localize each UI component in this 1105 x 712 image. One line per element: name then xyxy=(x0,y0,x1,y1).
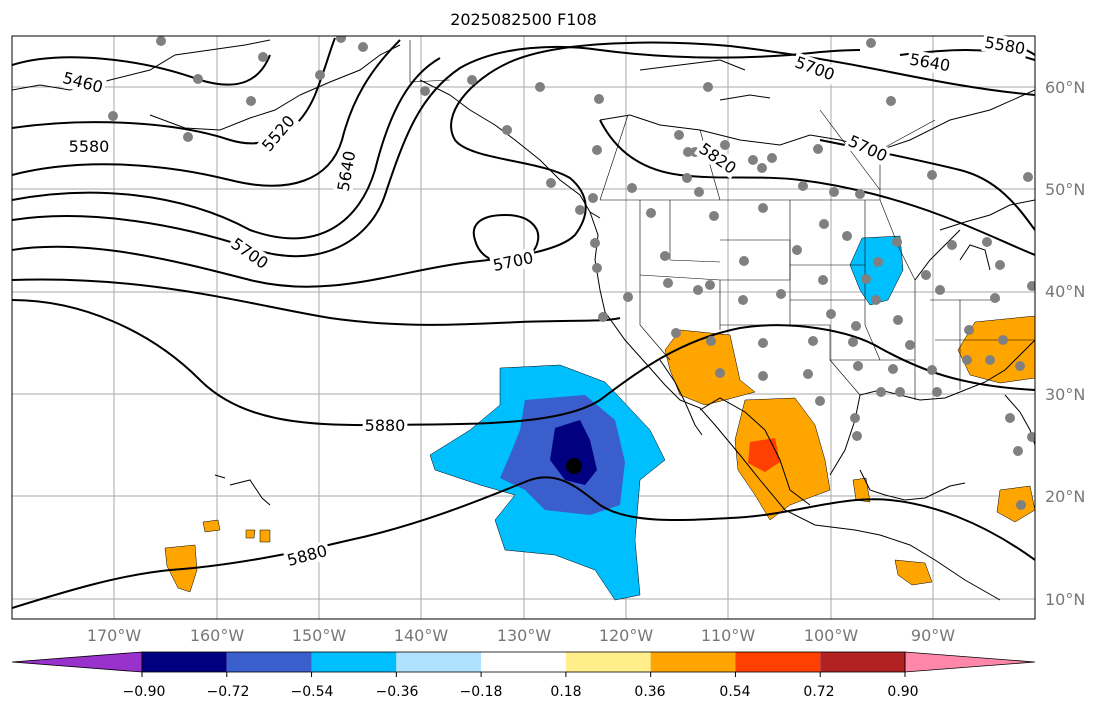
station-dots xyxy=(108,36,1035,510)
height-contours xyxy=(12,37,1035,609)
contour-label-halo xyxy=(225,232,274,275)
lon-label: 110°W xyxy=(700,626,756,645)
lon-label: 160°W xyxy=(189,626,245,645)
lon-label: 130°W xyxy=(496,626,552,645)
lon-label: 170°W xyxy=(86,626,142,645)
colorbar-swatch xyxy=(311,652,397,672)
colorbar-swatch xyxy=(565,652,651,672)
contour-label-halo xyxy=(981,32,1029,59)
colorbar-tick-label: −0.90 xyxy=(122,684,166,700)
colorbar-swatch xyxy=(396,652,482,672)
colorbar-swatch xyxy=(820,652,905,672)
colorbar xyxy=(11,651,1036,677)
colorbar-tick-label: 0.90 xyxy=(887,684,919,700)
colorbar-tick-label: 0.72 xyxy=(803,684,835,700)
colorbar-outline xyxy=(141,651,906,673)
colorbar-tick-label: 0.36 xyxy=(634,684,666,700)
colorbar-extend-low xyxy=(11,651,143,673)
contour-label-halo xyxy=(66,137,112,156)
lon-label: 100°W xyxy=(803,626,859,645)
contour-label-halo xyxy=(283,540,332,571)
contour-label-halo xyxy=(906,49,954,76)
contour-label-halo xyxy=(843,130,893,167)
contour-label: 5580 xyxy=(69,137,110,156)
contour-label-halo xyxy=(333,147,360,195)
colorbar-extend-high xyxy=(904,651,1036,673)
lat-label: 50°N xyxy=(1045,180,1086,199)
contour-label-halo xyxy=(790,51,840,86)
contour-label-halo xyxy=(58,67,107,98)
contour-label-halo xyxy=(362,416,408,435)
contour-label: 5880 xyxy=(365,416,406,435)
lat-label: 30°N xyxy=(1045,385,1086,404)
lat-label: 10°N xyxy=(1045,590,1086,609)
contour-label-halo xyxy=(489,247,537,276)
colorbar-swatch xyxy=(650,652,736,672)
contour-label-halo xyxy=(693,137,742,180)
contour-label: 5640 xyxy=(908,50,951,76)
map-title: 2025082500 F108 xyxy=(450,10,597,29)
colorbar-swatch xyxy=(226,652,312,672)
anomaly-fill-negative xyxy=(429,235,904,601)
lon-label: 150°W xyxy=(291,626,347,645)
colorbar-swatch xyxy=(735,652,821,672)
contour-label: 5700 xyxy=(491,248,535,275)
lat-label: 20°N xyxy=(1045,487,1086,506)
colorbar-swatch xyxy=(142,652,227,672)
lat-label: 40°N xyxy=(1045,282,1086,301)
map-frame xyxy=(11,35,1036,620)
contour-label: 5880 xyxy=(285,541,329,570)
lon-label: 140°W xyxy=(393,626,449,645)
lat-label: 60°N xyxy=(1045,78,1086,97)
lon-label: 90°W xyxy=(910,626,956,645)
colorbar-tick-label: −0.54 xyxy=(290,684,334,700)
colorbar-tick-label: −0.72 xyxy=(206,684,250,700)
colorbar-tick-label: 0.54 xyxy=(719,684,751,700)
contour-label: 5460 xyxy=(61,68,105,97)
contour-label: 5700 xyxy=(792,53,837,85)
cyclone-center-marker xyxy=(566,458,582,474)
lon-label: 120°W xyxy=(598,626,654,645)
colorbar-tick-label: −0.36 xyxy=(375,684,419,700)
contour-label-halo xyxy=(256,110,301,157)
colorbar-swatch xyxy=(481,652,566,672)
colorbar-tick-label: −0.18 xyxy=(459,684,503,700)
colorbar-tick-label: 0.18 xyxy=(550,684,582,700)
contour-label: 5640 xyxy=(334,149,360,192)
